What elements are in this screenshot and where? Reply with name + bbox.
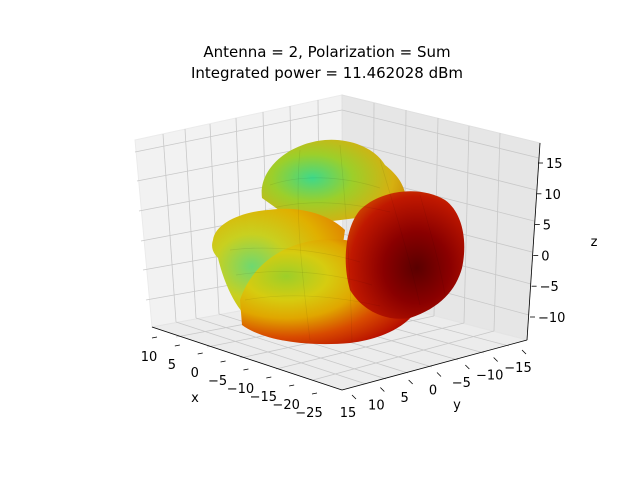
x-tick-label: 0 <box>191 366 199 381</box>
x-tick-label: 5 <box>168 358 176 373</box>
y-axis-label: y <box>453 398 461 413</box>
x-tick-mark <box>289 384 295 387</box>
x-tick-label: −5 <box>208 374 227 389</box>
x-axis-label: x <box>191 391 199 406</box>
chart-title-line-2: Integrated power = 11.462028 dBm <box>191 64 463 82</box>
x-tick-mark <box>311 392 318 395</box>
y-tick-label: −15 <box>504 361 531 376</box>
y-tick-label: −10 <box>476 369 503 384</box>
x-axis-ticks: 10 50 −5−10−15−20−25 <box>141 336 323 421</box>
z-tick-label: 15 <box>546 157 563 172</box>
radiation-surface <box>212 139 465 345</box>
y-tick-mark <box>408 379 413 385</box>
surface-right-lobe <box>345 191 465 319</box>
z-tick-label: 5 <box>543 219 551 234</box>
x-tick-mark <box>220 360 226 363</box>
y-tick-mark <box>465 364 470 370</box>
x-tick-mark <box>174 344 180 347</box>
z-axis-ticks: 15 10 5 0 −5 −10 <box>530 157 565 326</box>
y-tick-label: 0 <box>429 384 437 399</box>
z-tick-label: −10 <box>538 311 565 326</box>
y-tick-label: 5 <box>401 391 409 406</box>
x-tick-label: −10 <box>227 382 254 397</box>
z-axis-label: z <box>591 235 598 250</box>
axis-lines <box>151 142 541 391</box>
y-tick-mark <box>521 349 527 355</box>
y-axis-ticks: 15 10 5 0 −5 −10 −15 <box>340 349 532 421</box>
y-tick-mark <box>493 357 498 362</box>
x-tick-mark <box>197 352 203 355</box>
z-tick-label: 0 <box>541 249 549 264</box>
z-tick-label: −5 <box>540 280 559 295</box>
x-tick-mark <box>243 368 249 371</box>
y-tick-label: −5 <box>452 376 471 391</box>
x-tick-label: −15 <box>250 390 277 405</box>
y-tick-mark <box>436 372 442 377</box>
z-tick-label: 10 <box>544 188 561 203</box>
x-tick-label: −20 <box>272 398 299 413</box>
x-tick-label: −25 <box>295 406 322 421</box>
x-tick-label: 10 <box>141 350 158 365</box>
x-tick-mark <box>266 376 272 379</box>
x-tick-mark <box>151 336 158 339</box>
y-tick-mark <box>351 394 357 400</box>
y-tick-label: 15 <box>340 406 357 421</box>
chart-title-line-1: Antenna = 2, Polarization = Sum <box>203 43 450 61</box>
y-tick-mark <box>380 387 385 392</box>
y-tick-label: 10 <box>368 399 385 414</box>
